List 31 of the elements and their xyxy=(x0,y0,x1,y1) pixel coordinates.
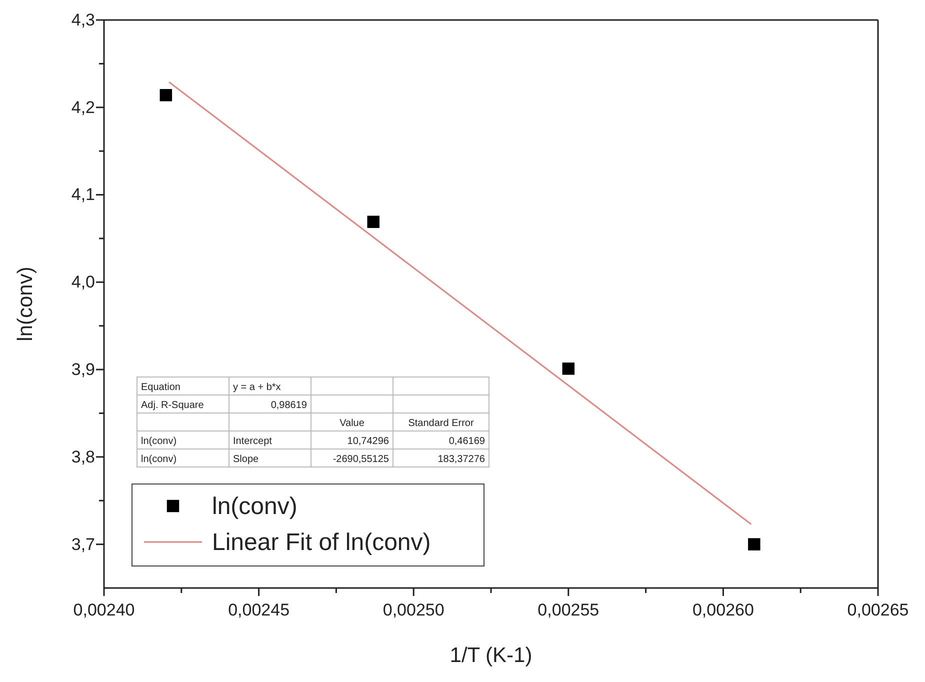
annotation: 0,98619 xyxy=(270,400,308,411)
legend-label: ln(conv) xyxy=(212,493,298,520)
annotation: -2690,55125 xyxy=(332,454,390,465)
y-tick-label: 3,9 xyxy=(71,360,95,379)
x-tick-label: 0,00260 xyxy=(692,600,754,620)
y-tick-label: 4,2 xyxy=(71,98,95,117)
annotation: Intercept xyxy=(233,436,272,447)
annotation: Equation xyxy=(141,382,180,393)
annotation: 10,74296 xyxy=(347,436,390,447)
y-tick-label: 4,1 xyxy=(71,185,95,204)
x-tick-label: 0,00240 xyxy=(73,600,135,620)
annotation: ln(conv) xyxy=(141,454,177,465)
annotation: y = a + b*x xyxy=(233,382,281,393)
legend-label: Linear Fit of ln(conv) xyxy=(212,529,431,556)
annotation: Standard Error xyxy=(408,418,474,429)
x-tick-label: 0,00245 xyxy=(228,600,290,620)
annotation: 0,46169 xyxy=(448,436,486,447)
y-tick-label: 3,8 xyxy=(71,447,95,466)
y-tick-label: 4,3 xyxy=(71,10,95,30)
x-tick-label: 0,00250 xyxy=(382,600,444,620)
x-tick-label: 0,00255 xyxy=(538,600,600,620)
y-tick-label: 4,0 xyxy=(71,272,95,292)
annotation: Slope xyxy=(233,454,260,465)
x-axis-title: 1/T (K-1) xyxy=(450,644,532,667)
y-axis-title: ln(conv) xyxy=(14,266,37,342)
annotation: Value xyxy=(340,418,365,429)
x-tick-label: 0,00265 xyxy=(847,600,909,620)
annotation: ln(conv) xyxy=(141,436,177,447)
annotation: 183,37276 xyxy=(438,454,486,465)
annotation: Adj. R-Square xyxy=(141,400,204,411)
y-tick-label: 3,7 xyxy=(71,534,95,554)
